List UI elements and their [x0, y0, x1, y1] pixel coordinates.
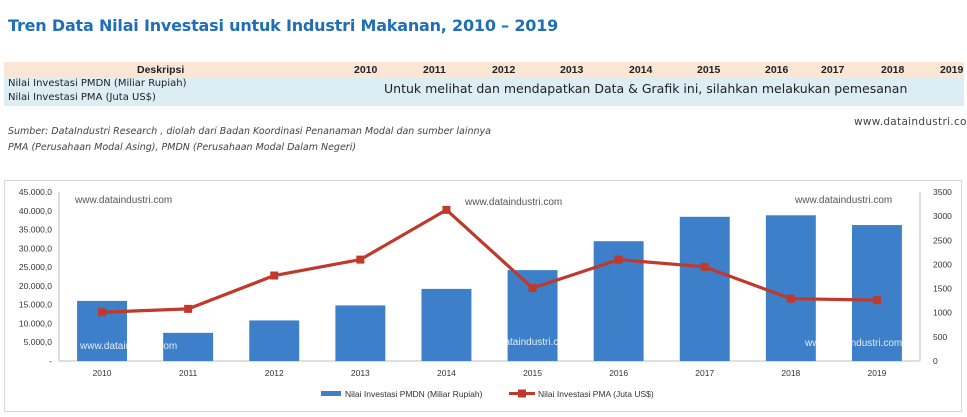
pmdn-bar [679, 216, 730, 361]
right-tick-label: 3000 [933, 211, 952, 221]
pmdn-bar [851, 225, 902, 361]
left-tick-label: 5.000,0 [24, 337, 53, 347]
chart-container: - 5.000,0 10.000,0 15.000,0 20.000,0 25.000,0… [4, 180, 962, 412]
page-title: Tren Data Nilai Investasi untuk Industri… [8, 16, 559, 35]
right-tick-label: 1500 [933, 284, 952, 294]
x-tick-label: 2012 [265, 368, 284, 378]
x-tick-label: 2010 [93, 368, 112, 378]
year-header: 2012 [492, 64, 516, 76]
right-tick-label: 500 [933, 332, 947, 342]
website-label: www.dataindustri.com [854, 116, 967, 128]
x-tick-label: 2014 [437, 368, 456, 378]
x-tick-label: 2013 [351, 368, 370, 378]
year-header: 2014 [629, 64, 653, 76]
table-body: Nilai Investasi PMDN (Miliar Rupiah) Nil… [4, 78, 964, 106]
row-label-pma: Nilai Investasi PMA (Juta US$) [8, 92, 156, 103]
pmdn-bar [421, 288, 472, 361]
pma-marker [614, 255, 623, 264]
pma-marker [184, 304, 193, 313]
pma-marker [700, 262, 709, 271]
year-header: 2019 [940, 64, 964, 76]
legend-label-pmdn: Nilai Investasi PMDN (Miliar Rupiah) [345, 389, 483, 399]
pmdn-bar [765, 215, 816, 361]
table-header-row: Deskripsi 2010 2011 2012 2013 2014 2015 … [4, 62, 964, 78]
x-tick-label: 2016 [609, 368, 628, 378]
pma-line [101, 208, 877, 314]
year-header: 2013 [560, 64, 584, 76]
left-tick-label: 15.000,0 [19, 300, 52, 310]
watermark-text: www.dataindustri.com [794, 195, 892, 206]
pmdn-bar [163, 332, 214, 361]
left-tick-label: 35.000,0 [19, 225, 52, 235]
left-tick-label: 30.000,0 [19, 243, 52, 253]
watermark-text: www.dataindustri.com [79, 341, 177, 352]
x-tick-label: 2015 [523, 368, 542, 378]
watermark-text: www.dataindustri.com [804, 338, 902, 349]
right-tick-label: 0 [933, 356, 938, 366]
right-tick-label: 2500 [933, 235, 952, 245]
right-tick-label: 1000 [933, 308, 952, 318]
row-label-pmdn: Nilai Investasi PMDN (Miliar Rupiah) [8, 78, 187, 89]
legend-swatch-bar [321, 391, 341, 396]
left-tick-label: 10.000,0 [19, 318, 52, 328]
source-line: Sumber: DataIndustri Research , diolah d… [8, 126, 491, 137]
left-tick-label: 40.000,0 [19, 206, 52, 216]
watermark-text: www.dataindustri.com [74, 195, 172, 206]
watermark-text: www.dataindustri.com [474, 337, 572, 348]
left-tick-label: 20.000,0 [19, 281, 52, 291]
legend-swatch-marker [518, 389, 526, 398]
year-header: 2018 [881, 64, 905, 76]
pma-marker [356, 255, 365, 264]
watermark-text: www.dataindustri.com [794, 195, 892, 206]
year-header: 2016 [765, 64, 789, 76]
year-header: 2017 [821, 64, 845, 76]
pma-marker [270, 271, 279, 280]
x-tick-label: 2019 [867, 368, 886, 378]
left-tick-label: 45.000,0 [19, 187, 52, 197]
legend-label-pma: Nilai Investasi PMA (Juta US$) [538, 389, 654, 399]
pma-marker [872, 296, 881, 305]
pma-marker [98, 308, 107, 317]
right-tick-label: 2000 [933, 259, 952, 269]
pmdn-bar [249, 320, 300, 361]
pma-marker [442, 205, 451, 214]
x-tick-label: 2017 [695, 368, 714, 378]
x-tick-label: 2018 [781, 368, 800, 378]
pma-marker [786, 294, 795, 303]
combo-chart: - 5.000,0 10.000,0 15.000,0 20.000,0 25.000,0… [19, 187, 952, 399]
year-header: 2010 [354, 64, 378, 76]
pma-marker [528, 284, 537, 293]
x-tick-label: 2011 [179, 368, 198, 378]
watermark-text: www.dataindustri.com [74, 195, 172, 206]
left-tick-label: - [49, 356, 52, 366]
watermark-text: www.dataindustri.com [464, 197, 562, 208]
pmdn-bar [335, 305, 386, 361]
year-header: 2015 [697, 64, 721, 76]
watermark-text: www.dataindustri.com [464, 197, 562, 208]
year-header: 2011 [423, 64, 446, 76]
right-tick-label: 3500 [933, 187, 952, 197]
left-tick-label: 25.000,0 [19, 262, 52, 272]
source-note: Sumber: DataIndustri Research , diolah d… [8, 124, 491, 156]
source-line: PMA (Perusahaan Modal Asing), PMDN (Peru… [8, 142, 357, 153]
order-message: Untuk melihat dan mendapatkan Data & Gra… [384, 81, 908, 96]
header-label: Deskripsi [137, 64, 185, 76]
